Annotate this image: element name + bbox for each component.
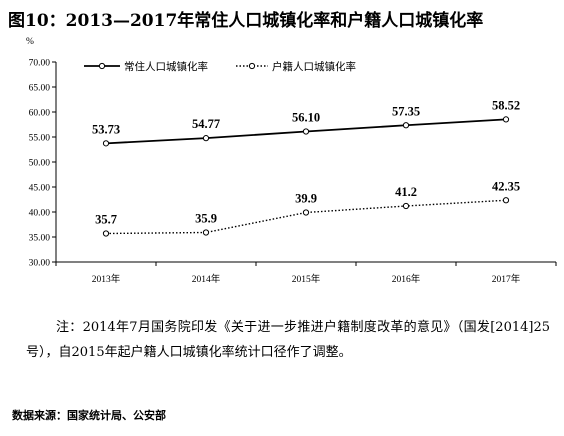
y-tick-label: 40.00 xyxy=(29,209,51,219)
series-2-data-label: 41.2 xyxy=(395,185,417,199)
y-tick-label: 45.00 xyxy=(29,184,51,194)
series-2-data-label: 35.9 xyxy=(195,212,217,226)
y-tick-label: 70.00 xyxy=(29,59,51,69)
series-1-data-label: 57.35 xyxy=(392,104,420,118)
series-2-point xyxy=(402,202,410,210)
series-1-point xyxy=(202,135,210,142)
chart-title: 图10：2013—2017年常住人口城镇化率和户籍人口城镇化率 xyxy=(8,11,484,31)
series-2-point xyxy=(502,197,510,204)
legend-label-1: 常住人口城镇化率 xyxy=(124,60,208,73)
x-tick-label: 2015年 xyxy=(292,273,321,285)
series-2-point xyxy=(102,230,110,237)
data-source: 数据来源：国家统计局、公安部 xyxy=(12,409,166,422)
legend-label-2: 户籍人口城镇化率 xyxy=(272,60,356,73)
series-1-data-label: 56.10 xyxy=(292,111,320,125)
x-tick-label: 2014年 xyxy=(192,273,221,285)
series-1-point xyxy=(502,116,510,123)
series-1-data-label: 58.52 xyxy=(492,98,520,112)
series-2-data-label: 39.9 xyxy=(295,192,317,206)
series-1-point xyxy=(402,122,410,129)
legend-marker-2 xyxy=(248,62,256,70)
series-1-data-label: 53.73 xyxy=(92,122,120,136)
x-tick-label: 2017年 xyxy=(492,273,521,285)
series-1-point xyxy=(302,128,310,135)
series-1-point xyxy=(102,140,110,147)
y-tick-label: 50.00 xyxy=(29,159,51,169)
series-2-point xyxy=(302,209,310,216)
legend-marker-1 xyxy=(98,62,106,70)
y-tick-label: 30.00 xyxy=(29,259,51,269)
y-tick-label: 65.00 xyxy=(29,84,51,94)
footnote: 注：2014年7月国务院印发《关于进一步推进户籍制度改革的意见》（国发[2014… xyxy=(26,320,550,360)
line-chart: % 70.00 65.00 60.00 55.00 50.00 45.00 40.00 35.0… xyxy=(26,37,557,285)
x-tick-label: 2013年 xyxy=(92,273,121,285)
chart-svg: % 70.00 65.00 60.00 55.00 50.00 45.00 40.00 35.0… xyxy=(26,37,557,285)
series-2-data-label: 35.7 xyxy=(95,213,117,227)
y-tick-label: 55.00 xyxy=(29,134,51,144)
x-tick-label: 2016年 xyxy=(392,273,421,285)
series-1-data-label: 54.77 xyxy=(192,117,220,131)
series-2-point xyxy=(202,229,210,236)
y-tick-label: 60.00 xyxy=(29,109,51,119)
y-unit-label: % xyxy=(26,37,34,47)
y-tick-label: 35.00 xyxy=(29,234,51,244)
series-line-2 xyxy=(105,199,507,235)
series-2-data-label: 42.35 xyxy=(492,179,520,193)
